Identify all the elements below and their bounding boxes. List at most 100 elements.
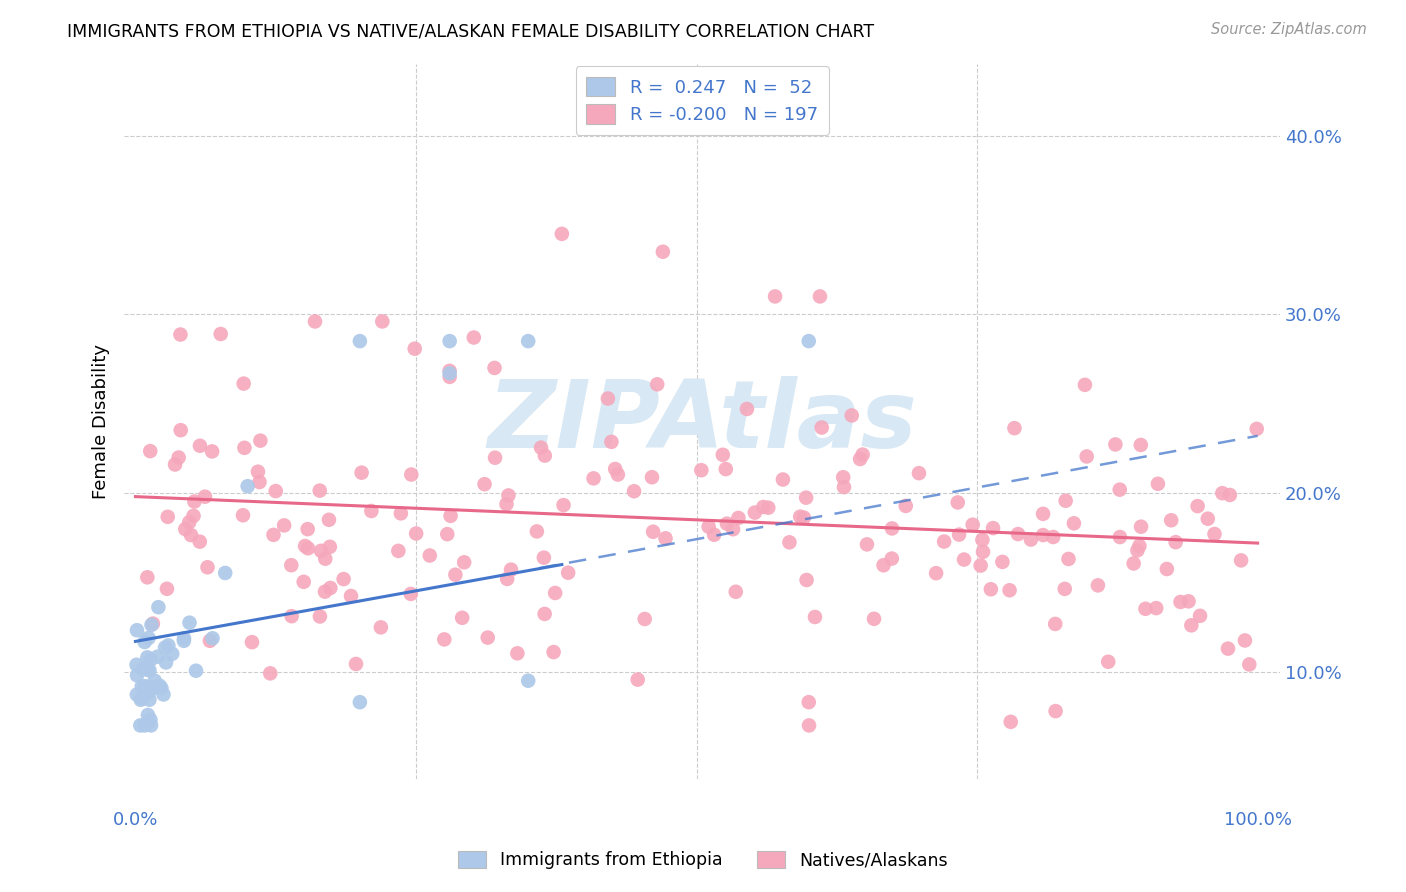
Point bbox=[1032, 528, 1054, 542]
Point bbox=[499, 563, 522, 577]
Point bbox=[129, 718, 152, 732]
Point bbox=[1104, 437, 1126, 451]
Point bbox=[880, 551, 903, 566]
Point bbox=[280, 609, 302, 624]
Point bbox=[150, 681, 173, 696]
Point bbox=[451, 611, 474, 625]
Point bbox=[991, 555, 1014, 569]
Point bbox=[894, 499, 917, 513]
Point bbox=[188, 534, 211, 549]
Point bbox=[1000, 714, 1022, 729]
Point bbox=[852, 448, 875, 462]
Point bbox=[1170, 595, 1192, 609]
Point bbox=[925, 566, 948, 581]
Point bbox=[1129, 438, 1152, 452]
Point bbox=[495, 497, 517, 511]
Point bbox=[623, 484, 645, 499]
Point bbox=[1054, 493, 1077, 508]
Point bbox=[436, 527, 458, 541]
Text: ZIPAtlas: ZIPAtlas bbox=[488, 376, 917, 467]
Point bbox=[794, 491, 817, 505]
Point bbox=[155, 656, 177, 670]
Point bbox=[724, 584, 747, 599]
Point bbox=[600, 434, 623, 449]
Point bbox=[259, 666, 281, 681]
Point bbox=[319, 581, 342, 595]
Point bbox=[201, 632, 224, 646]
Point bbox=[214, 566, 236, 580]
Point bbox=[797, 695, 820, 709]
Point bbox=[184, 664, 207, 678]
Point bbox=[138, 631, 160, 645]
Point bbox=[340, 589, 363, 603]
Point bbox=[932, 534, 955, 549]
Point bbox=[1042, 530, 1064, 544]
Point bbox=[1204, 527, 1226, 541]
Point bbox=[498, 488, 520, 502]
Point bbox=[141, 618, 163, 632]
Point bbox=[1063, 516, 1085, 531]
Point bbox=[152, 688, 174, 702]
Point bbox=[1135, 602, 1157, 616]
Point bbox=[872, 558, 894, 573]
Point bbox=[157, 639, 180, 653]
Point bbox=[139, 713, 162, 727]
Point bbox=[132, 662, 155, 676]
Point bbox=[690, 463, 713, 477]
Point bbox=[643, 524, 665, 539]
Point bbox=[797, 718, 820, 732]
Point bbox=[1126, 543, 1149, 558]
Point bbox=[143, 681, 166, 695]
Point bbox=[173, 632, 195, 646]
Point bbox=[484, 360, 506, 375]
Point bbox=[349, 334, 371, 348]
Point bbox=[772, 473, 794, 487]
Point bbox=[1230, 553, 1253, 567]
Point bbox=[138, 692, 160, 706]
Point bbox=[125, 624, 148, 638]
Point bbox=[946, 495, 969, 509]
Point bbox=[304, 314, 326, 328]
Point bbox=[183, 494, 205, 508]
Point bbox=[1219, 488, 1241, 502]
Point bbox=[1074, 377, 1097, 392]
Point bbox=[1130, 519, 1153, 533]
Point bbox=[131, 679, 153, 693]
Point bbox=[797, 334, 820, 348]
Point bbox=[778, 535, 800, 549]
Point bbox=[360, 504, 382, 518]
Point bbox=[1144, 601, 1167, 615]
Point bbox=[804, 610, 827, 624]
Point bbox=[582, 471, 605, 485]
Point bbox=[197, 560, 219, 574]
Point bbox=[136, 650, 159, 665]
Point bbox=[156, 582, 179, 596]
Point bbox=[714, 462, 737, 476]
Point bbox=[439, 369, 461, 384]
Point bbox=[1032, 507, 1054, 521]
Point bbox=[134, 635, 156, 649]
Y-axis label: Female Disability: Female Disability bbox=[93, 344, 110, 499]
Point bbox=[149, 679, 172, 693]
Point bbox=[309, 543, 332, 558]
Point bbox=[439, 334, 461, 348]
Point bbox=[401, 467, 423, 482]
Point bbox=[711, 448, 734, 462]
Point bbox=[763, 289, 786, 303]
Point bbox=[533, 449, 555, 463]
Point bbox=[1156, 562, 1178, 576]
Point bbox=[169, 327, 191, 342]
Point bbox=[232, 376, 254, 391]
Point bbox=[474, 477, 496, 491]
Point bbox=[543, 645, 565, 659]
Point bbox=[297, 541, 319, 556]
Point bbox=[240, 635, 263, 649]
Point bbox=[1128, 539, 1150, 553]
Point bbox=[136, 715, 159, 730]
Point bbox=[439, 508, 461, 523]
Point bbox=[953, 552, 976, 566]
Point bbox=[789, 509, 811, 524]
Point bbox=[1211, 486, 1233, 500]
Point bbox=[153, 640, 176, 655]
Point bbox=[404, 342, 426, 356]
